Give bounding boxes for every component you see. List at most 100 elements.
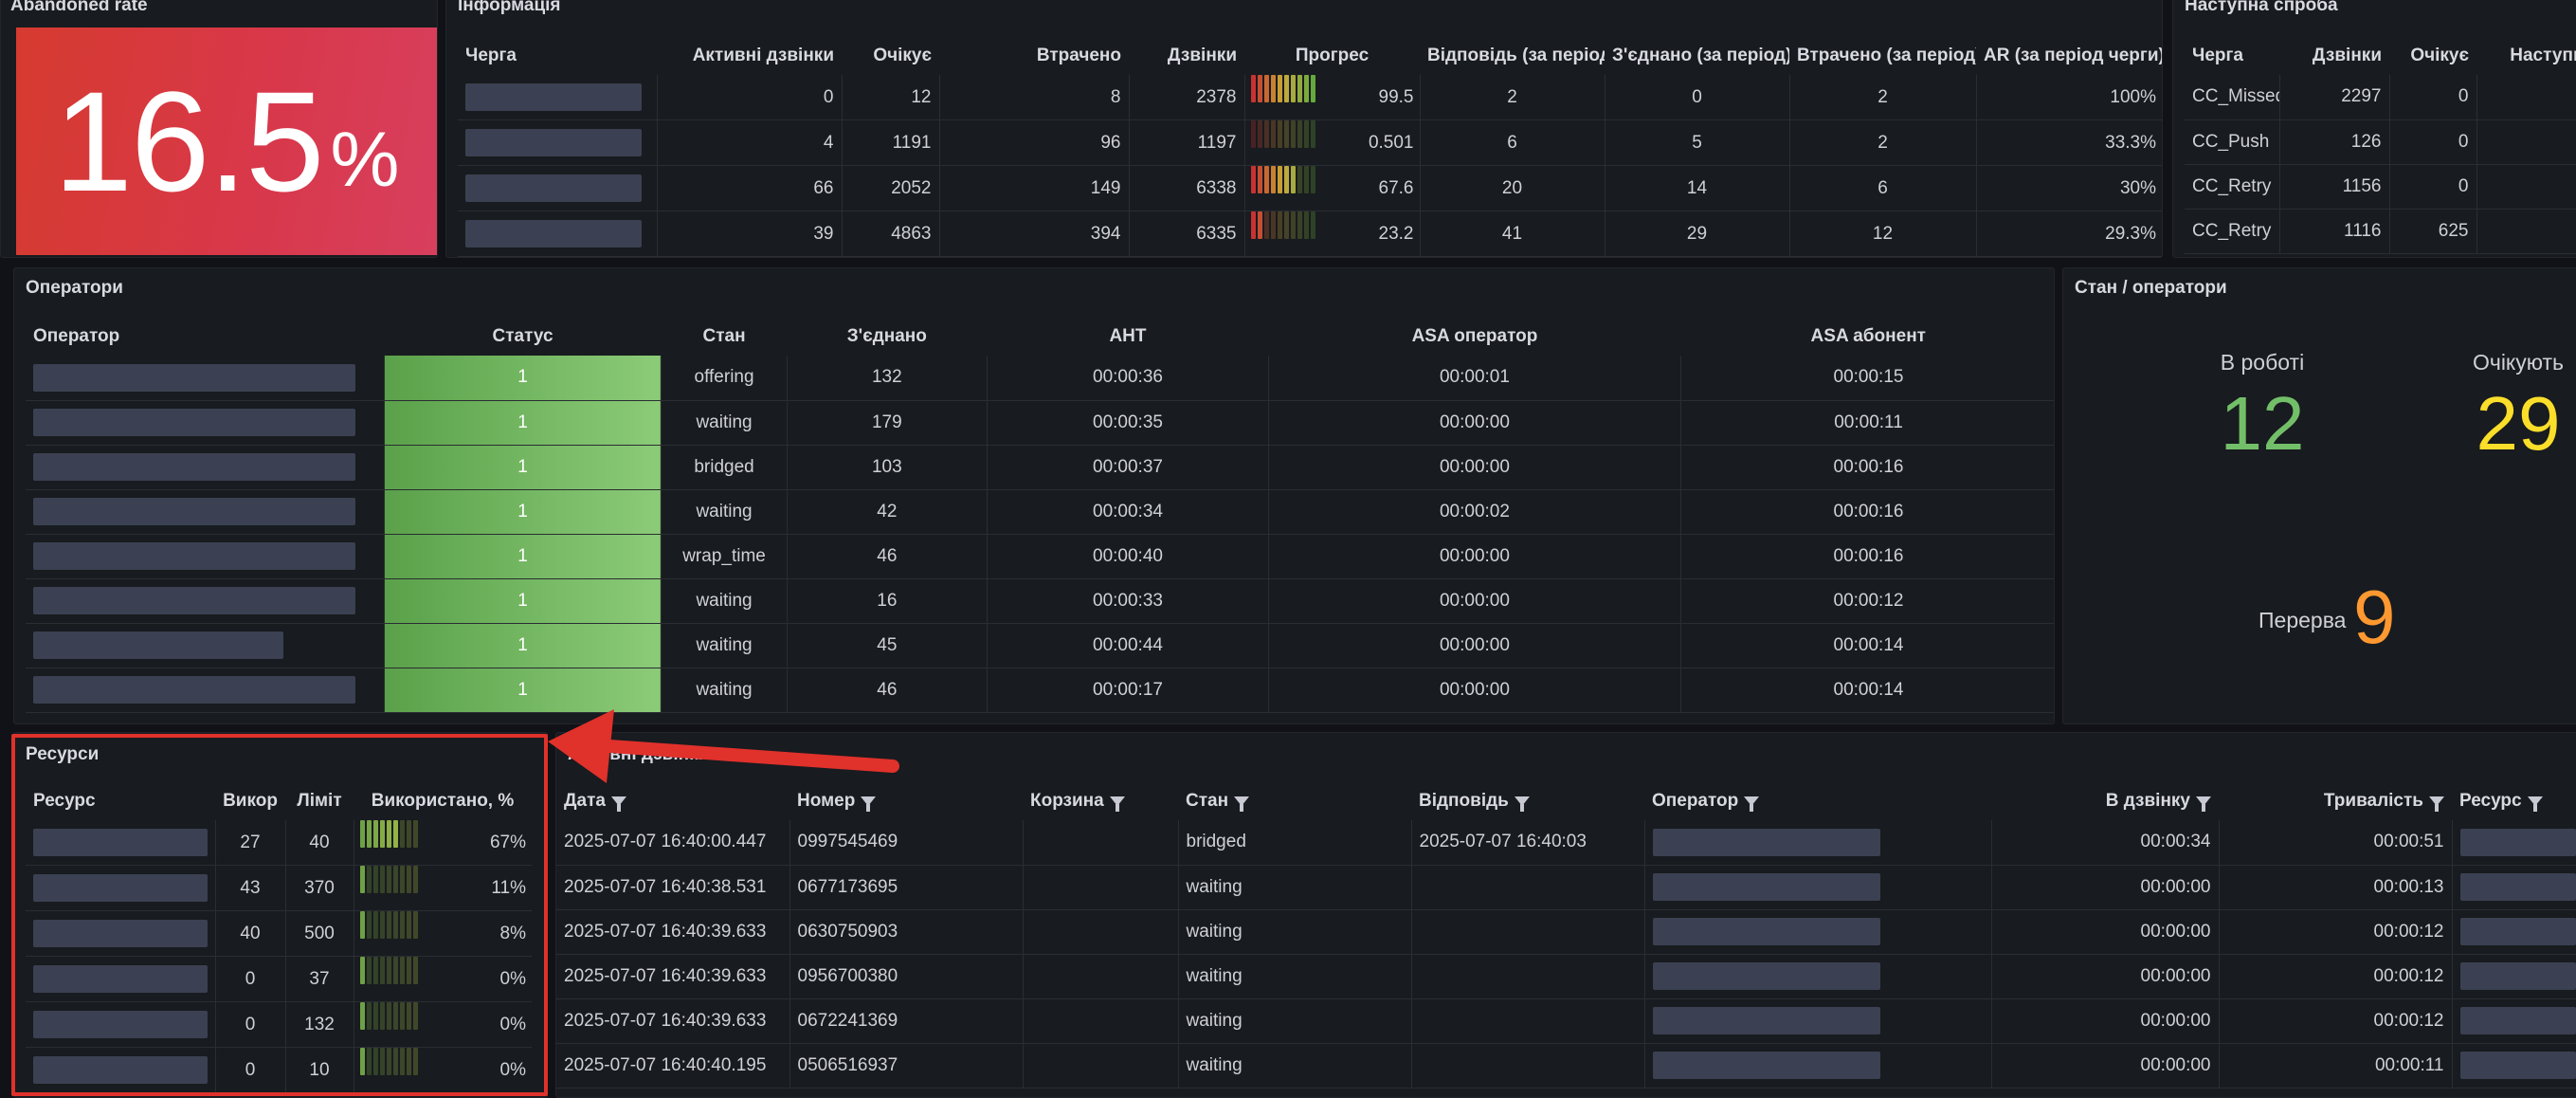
table-row[interactable]: 1 waiting 16 00:00:33 00:00:00 00:00:12: [26, 578, 2054, 624]
resource-cell[interactable]: [2451, 820, 2576, 866]
in-call-cell: 00:00:34: [1990, 820, 2219, 866]
calls-col-header[interactable]: В дзвінку: [1991, 782, 2219, 820]
filter-icon[interactable]: [1514, 796, 1530, 812]
table-row[interactable]: 1 offering 132 00:00:36 00:00:01 00:00:15: [26, 356, 2054, 401]
resource-name-cell[interactable]: [26, 1047, 215, 1093]
table-row[interactable]: 1 waiting 46 00:00:17 00:00:00 00:00:14: [26, 668, 2054, 713]
operator-name-cell[interactable]: [26, 668, 385, 713]
filter-icon[interactable]: [1234, 796, 1250, 812]
active-calls-cell: 4: [656, 119, 842, 166]
operator-cell[interactable]: [1643, 820, 1991, 866]
queue-name-cell[interactable]: [458, 75, 657, 120]
resource-name-cell[interactable]: [26, 865, 215, 911]
resource-name-cell[interactable]: [26, 910, 215, 957]
calls-col-label: В дзвінку: [2105, 791, 2190, 811]
lost-cell: 149: [938, 165, 1129, 211]
table-row[interactable]: 27 40 67%: [26, 820, 532, 866]
masked-value: [465, 83, 642, 111]
queue-name-cell[interactable]: [458, 210, 657, 257]
queue-name-cell[interactable]: [458, 119, 657, 166]
filter-icon[interactable]: [2429, 796, 2444, 812]
table-row[interactable]: 2025-07-07 16:40:39.633 0672241369 waiting…: [556, 998, 2576, 1044]
operator-cell[interactable]: [1643, 954, 1991, 999]
filter-icon[interactable]: [1744, 796, 1760, 812]
table-row[interactable]: 2025-07-07 16:40:00.447 0997545469 bridged…: [556, 820, 2576, 866]
resource-name-cell[interactable]: [26, 956, 215, 1002]
table-row[interactable]: CC_Retry 1116 625: [2185, 209, 2576, 254]
table-row[interactable]: 1 bridged 103 00:00:37 00:00:00 00:00:16: [26, 445, 2054, 490]
used-cell: 0: [214, 956, 285, 1002]
calls-col-header[interactable]: Корзина: [1023, 782, 1178, 820]
calls-col-header[interactable]: Стан: [1178, 782, 1411, 820]
operator-name-cell[interactable]: [26, 445, 385, 490]
table-row[interactable]: 2025-07-07 16:40:39.633 0956700380 waiting…: [556, 954, 2576, 999]
table-row[interactable]: 2025-07-07 16:40:40.195 0506516937 waiting…: [556, 1043, 2576, 1089]
calls-col-header[interactable]: Ресурс: [2452, 782, 2576, 820]
filter-icon[interactable]: [610, 796, 626, 812]
table-row[interactable]: 40 500 8%: [26, 910, 532, 957]
in-call-cell: 00:00:00: [1990, 1043, 2219, 1089]
queue-name-cell[interactable]: [458, 165, 657, 211]
operator-cell[interactable]: [1643, 865, 1991, 910]
table-row[interactable]: 1 waiting 45 00:00:44 00:00:00 00:00:14: [26, 623, 2054, 668]
calls-col-header[interactable]: Відповідь: [1411, 782, 1644, 820]
operator-name-cell[interactable]: [26, 400, 385, 446]
table-row[interactable]: 0 132 0%: [26, 1001, 532, 1048]
operator-name-cell[interactable]: [26, 489, 385, 535]
resource-cell[interactable]: [2451, 865, 2576, 910]
calls-col-label: Номер: [797, 791, 856, 811]
calls-col-header[interactable]: Оператор: [1644, 782, 1991, 820]
table-row[interactable]: 0 12 8 2378 99.5 2 0 2 100%: [458, 75, 2162, 120]
resource-cell[interactable]: [2451, 998, 2576, 1044]
table-row[interactable]: 43 370 11%: [26, 865, 532, 911]
table-row[interactable]: 1 waiting 42 00:00:34 00:00:02 00:00:16: [26, 489, 2054, 535]
usage-label: 8%: [499, 924, 526, 943]
resource-cell[interactable]: [2451, 954, 2576, 999]
operator-name-cell[interactable]: [26, 578, 385, 624]
table-row[interactable]: 2025-07-07 16:40:38.531 0677173695 waiting…: [556, 865, 2576, 910]
filter-icon[interactable]: [2196, 796, 2211, 812]
operator-cell[interactable]: [1643, 909, 1991, 955]
table-row[interactable]: CC_Push 126 0: [2185, 119, 2576, 165]
table-row[interactable]: 1 waiting 179 00:00:35 00:00:00 00:00:11: [26, 400, 2054, 446]
filter-icon[interactable]: [861, 796, 877, 812]
resource-name-cell[interactable]: [26, 1001, 215, 1048]
operator-cell[interactable]: [1643, 1043, 1991, 1089]
resource-cell[interactable]: [2451, 1043, 2576, 1089]
operator-cell[interactable]: [1643, 998, 1991, 1044]
limit-cell: 37: [284, 956, 354, 1002]
resource-cell[interactable]: [2451, 909, 2576, 955]
operator-name-cell[interactable]: [26, 534, 385, 579]
table-row[interactable]: 0 10 0%: [26, 1047, 532, 1093]
filter-icon[interactable]: [1109, 796, 1125, 812]
asa-operator-cell: 00:00:00: [1267, 623, 1681, 668]
state-cell: bridged: [661, 445, 788, 490]
operator-name-cell[interactable]: [26, 356, 385, 401]
table-row[interactable]: 66 2052 149 6338 67.6 20 14 6 30%: [458, 165, 2162, 211]
calls-col-header[interactable]: Тривалість: [2219, 782, 2452, 820]
lost-cell: 394: [938, 210, 1129, 257]
table-row[interactable]: 0 37 0%: [26, 956, 532, 1002]
table-row[interactable]: 1 wrap_time 46 00:00:40 00:00:00 00:00:16: [26, 534, 2054, 579]
table-row[interactable]: 39 4863 394 6335 23.2 41 29 12 29.3%: [458, 210, 2162, 257]
calls-cell: 1156: [2278, 164, 2389, 210]
masked-value: [2459, 918, 2576, 945]
calls-col-header[interactable]: Номер: [789, 782, 1023, 820]
gauge-segment: [392, 1002, 398, 1030]
table-row[interactable]: 2025-07-07 16:40:39.633 0630750903 waiting…: [556, 909, 2576, 955]
operator-name-cell[interactable]: [26, 623, 385, 668]
gauge-segment: [1303, 166, 1309, 193]
gauge-segment: [372, 1048, 378, 1075]
calls-cell: 6338: [1128, 165, 1244, 211]
gauge-segment: [1277, 211, 1282, 239]
filter-icon[interactable]: [2527, 796, 2543, 812]
table-row[interactable]: CC_Retry 1156 0: [2185, 164, 2576, 210]
resources-col-header: Ресурс: [33, 791, 96, 811]
calls-col-label: Корзина: [1030, 791, 1104, 811]
table-row[interactable]: CC_Missed 2297 0: [2185, 75, 2576, 120]
table-row[interactable]: 4 1191 96 1197 0.501 6 5 2 33.3%: [458, 119, 2162, 166]
calls-col-header[interactable]: Дата: [556, 782, 789, 820]
gauge-segment: [1283, 120, 1289, 148]
gauge-segment: [366, 820, 372, 848]
resource-name-cell[interactable]: [26, 820, 215, 866]
